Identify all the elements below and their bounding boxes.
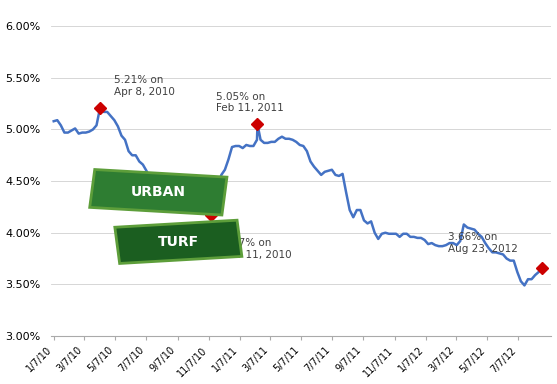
Text: 3.66% on
Aug 23, 2012: 3.66% on Aug 23, 2012 [448,232,517,254]
Text: 5.21% on
Apr 8, 2010: 5.21% on Apr 8, 2010 [114,75,175,97]
Polygon shape [90,169,227,215]
Text: 5.05% on
Feb 11, 2011: 5.05% on Feb 11, 2011 [216,92,284,113]
Text: TURF: TURF [158,235,199,249]
Polygon shape [115,220,242,263]
Text: URBAN: URBAN [131,185,186,199]
Text: 4.17% on
Nov 11, 2010: 4.17% on Nov 11, 2010 [222,238,291,260]
